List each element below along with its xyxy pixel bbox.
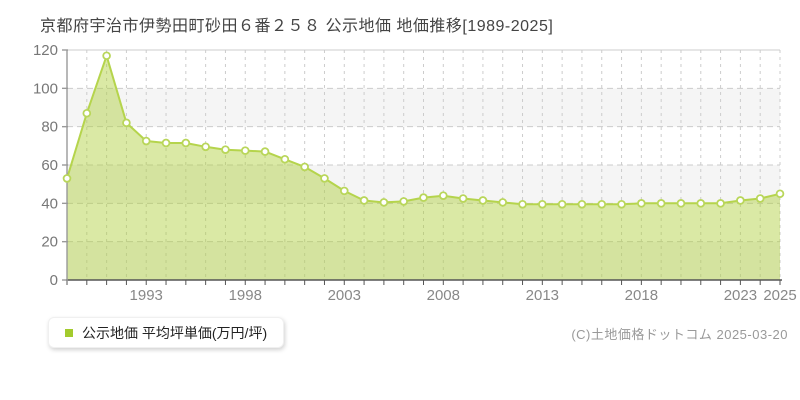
data-point [122,118,131,128]
data-point [300,162,309,172]
x-tick-label: 2013 [526,287,559,304]
x-tick-label: 2008 [427,287,460,304]
data-point [62,174,72,183]
y-tick-label: 100 [33,80,58,97]
data-point [696,199,706,208]
data-point-markers [62,51,785,209]
data-point [201,142,210,152]
y-tick-label: 120 [33,42,58,59]
x-tick-label: 2025 [763,287,796,304]
data-point [280,154,290,164]
data-point [518,199,527,209]
data-point [736,196,745,205]
data-point [716,199,725,208]
data-point [141,136,151,146]
data-point [181,138,191,148]
data-point [339,186,349,196]
data-point [478,196,488,205]
data-point [755,194,765,203]
data-point [498,198,508,207]
y-tick-label: 20 [41,234,58,251]
y-tick-label: 60 [41,157,58,174]
data-point [597,199,607,209]
data-point [458,194,468,203]
area-fill [67,55,780,280]
y-tick-label: 80 [41,119,58,136]
data-point [538,199,547,209]
x-tick-label: 2023 [724,287,757,304]
legend: 公示地価 平均坪単価(万円/坪) [48,317,285,348]
data-point [676,199,686,208]
data-point [240,146,250,155]
x-axis-labels: 1993 1998 2003 2008 2013 2018 2023 2025 [130,287,797,304]
x-tick-label: 2003 [328,287,361,304]
data-point [439,191,448,200]
x-tick-label: 2018 [625,287,658,304]
data-point [577,199,587,209]
data-point [320,174,329,183]
data-point [637,199,646,208]
data-point [557,199,567,209]
legend-label: 公示地価 平均坪単価(万円/坪) [82,324,268,341]
data-point [379,198,389,207]
data-point [399,197,408,206]
data-point [221,145,230,154]
data-point [260,147,270,156]
data-point [656,199,666,208]
copyright-text: (C)土地価格ドットコム 2025-03-20 [571,327,788,342]
legend-swatch-icon [65,328,73,337]
page-title: 京都府宇治市伊勢田町砂田６番２５８ 公示地価 地価推移[1989-2025] [40,18,554,35]
data-point [161,138,171,148]
data-point [102,51,111,61]
data-point [617,199,626,209]
data-point [419,193,428,202]
data-point [82,108,92,118]
y-tick-label: 40 [41,195,58,212]
data-point [359,196,369,205]
axes [62,49,782,285]
data-point [775,189,785,199]
y-tick-label: 0 [50,272,58,289]
x-tick-label: 1993 [130,287,163,304]
y-axis-labels: 0 20 40 60 80 100 120 [33,42,58,289]
price-trend-chart: 1993 1998 2003 2008 2013 2018 2023 2025 0 20 40 60 8… [33,42,797,304]
x-tick-label: 1998 [229,287,262,304]
